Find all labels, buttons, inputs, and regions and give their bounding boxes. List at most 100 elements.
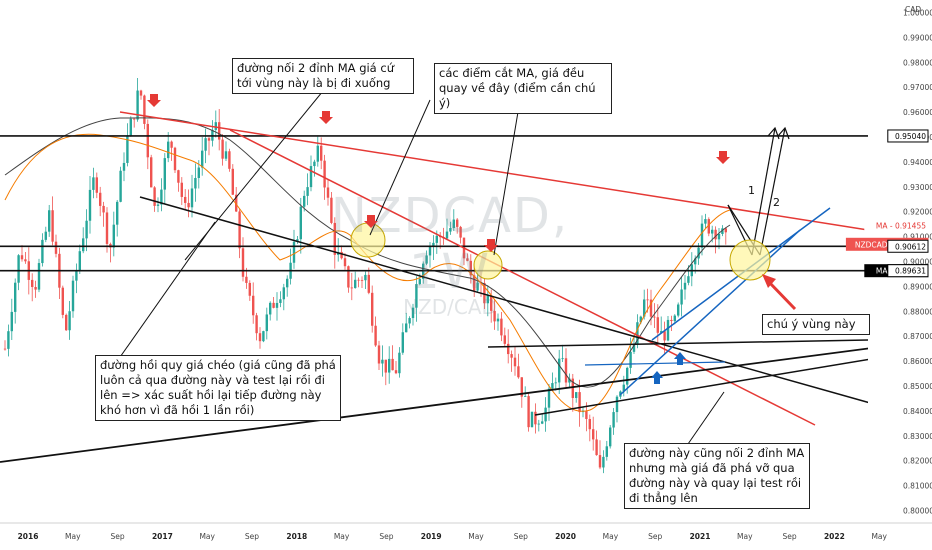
candle-body <box>449 228 452 232</box>
candle-body <box>408 318 411 324</box>
candle-body <box>711 229 714 234</box>
candle-body <box>3 348 7 350</box>
candle-body <box>207 138 211 141</box>
trendline-drawings <box>0 63 896 463</box>
candle-body <box>524 396 527 397</box>
y-tick-label: 0.82000 <box>903 457 932 466</box>
candle-body <box>221 139 224 159</box>
candle-body <box>333 222 336 255</box>
candle-body <box>31 279 34 287</box>
annotation-top-left: đường nối 2 đỉnh MA giá cứ tới vùng này … <box>232 58 414 94</box>
candle-body <box>500 318 503 336</box>
candle-body <box>418 278 421 285</box>
candle-body <box>564 358 568 383</box>
x-tick-label: May <box>871 532 887 541</box>
candle-body <box>238 211 241 249</box>
candle-body <box>588 419 591 430</box>
candle-body <box>272 302 275 308</box>
candle-body <box>401 332 404 353</box>
candle-body <box>299 206 302 240</box>
time-axis[interactable]: 2016 May Sep 2017 May Sep 2018 May Sep 2019 May Sep… <box>0 522 932 550</box>
candle-body <box>269 302 272 315</box>
pointer-line <box>117 221 216 361</box>
candle-body <box>704 219 707 224</box>
candle-body <box>592 429 595 440</box>
y-tick-label: 0.80000 <box>903 507 932 516</box>
candle-body <box>578 392 581 413</box>
pair-watermark: NZD/CAD <box>403 295 497 319</box>
y-tick-label: 0.85000 <box>903 382 932 391</box>
moving-averages <box>4 117 731 412</box>
candle-body <box>75 270 78 281</box>
candle-body <box>724 228 727 233</box>
candle-body <box>51 210 54 242</box>
candle-body <box>228 151 231 169</box>
candle-body <box>275 302 279 308</box>
black-trendline <box>487 339 869 348</box>
candle-body <box>636 322 639 345</box>
highlight-zone <box>729 239 771 281</box>
candle-body <box>388 358 391 373</box>
x-tick-label: May <box>737 532 753 541</box>
candle-body <box>95 177 98 193</box>
candle-body <box>252 295 255 316</box>
x-tick-label: 2019 <box>421 532 442 541</box>
candle-body <box>476 282 479 291</box>
candle-body <box>435 235 438 243</box>
x-tick-label: May <box>199 532 215 541</box>
y-tick-label: 0.89000 <box>903 282 932 291</box>
candle-body <box>296 239 299 242</box>
candle-body <box>517 366 520 378</box>
candle-body <box>490 295 493 311</box>
candle-body <box>119 170 122 202</box>
x-tick-label: May <box>603 532 619 541</box>
candle-body <box>241 248 245 277</box>
y-tick-label: 0.98000 <box>903 58 932 67</box>
price-label-text: 0.95040 <box>895 132 926 141</box>
y-tick-label: 1.00000 <box>903 8 932 17</box>
candle-body <box>224 151 228 159</box>
candle-body <box>37 263 41 290</box>
black-trendline <box>0 344 896 463</box>
candle-body <box>496 318 500 322</box>
candle-body <box>170 141 173 148</box>
x-tick-label: May <box>334 532 350 541</box>
candle-body <box>248 282 251 296</box>
candle-body <box>201 150 204 168</box>
candle-body <box>350 287 353 289</box>
candle-body <box>411 307 415 319</box>
candle-body <box>486 295 489 304</box>
candle-body <box>507 343 510 355</box>
candle-body <box>677 304 680 316</box>
candle-body <box>133 118 136 120</box>
candle-body <box>78 251 81 271</box>
x-tick-label: Sep <box>111 532 125 541</box>
candle-body <box>639 316 642 323</box>
candle-body <box>156 204 160 206</box>
candle-body <box>105 212 109 244</box>
y-tick-label: 0.94000 <box>903 158 932 167</box>
candle-body <box>330 197 333 223</box>
candle-body <box>85 220 88 239</box>
black-trendline <box>759 127 786 256</box>
candle-body <box>10 311 13 332</box>
pointer-line <box>493 99 521 256</box>
candle-body <box>286 278 289 288</box>
y-tick-label: 0.96000 <box>903 108 932 117</box>
candle-body <box>568 378 571 383</box>
candle-body <box>313 161 316 167</box>
black-trendline <box>751 127 776 256</box>
candle-body <box>612 412 615 428</box>
candle-body <box>41 239 44 264</box>
candle-body <box>527 396 530 428</box>
y-tick-label: 0.86000 <box>903 357 932 366</box>
arrow-head-path-1 <box>767 126 780 140</box>
candle-body <box>551 383 554 389</box>
candle-body <box>537 423 540 425</box>
candle-body <box>493 310 496 322</box>
path-label-1: 1 <box>748 184 755 197</box>
candle-body <box>99 192 102 206</box>
y-tick-label: 0.91000 <box>903 233 932 242</box>
candle-body <box>44 231 47 240</box>
